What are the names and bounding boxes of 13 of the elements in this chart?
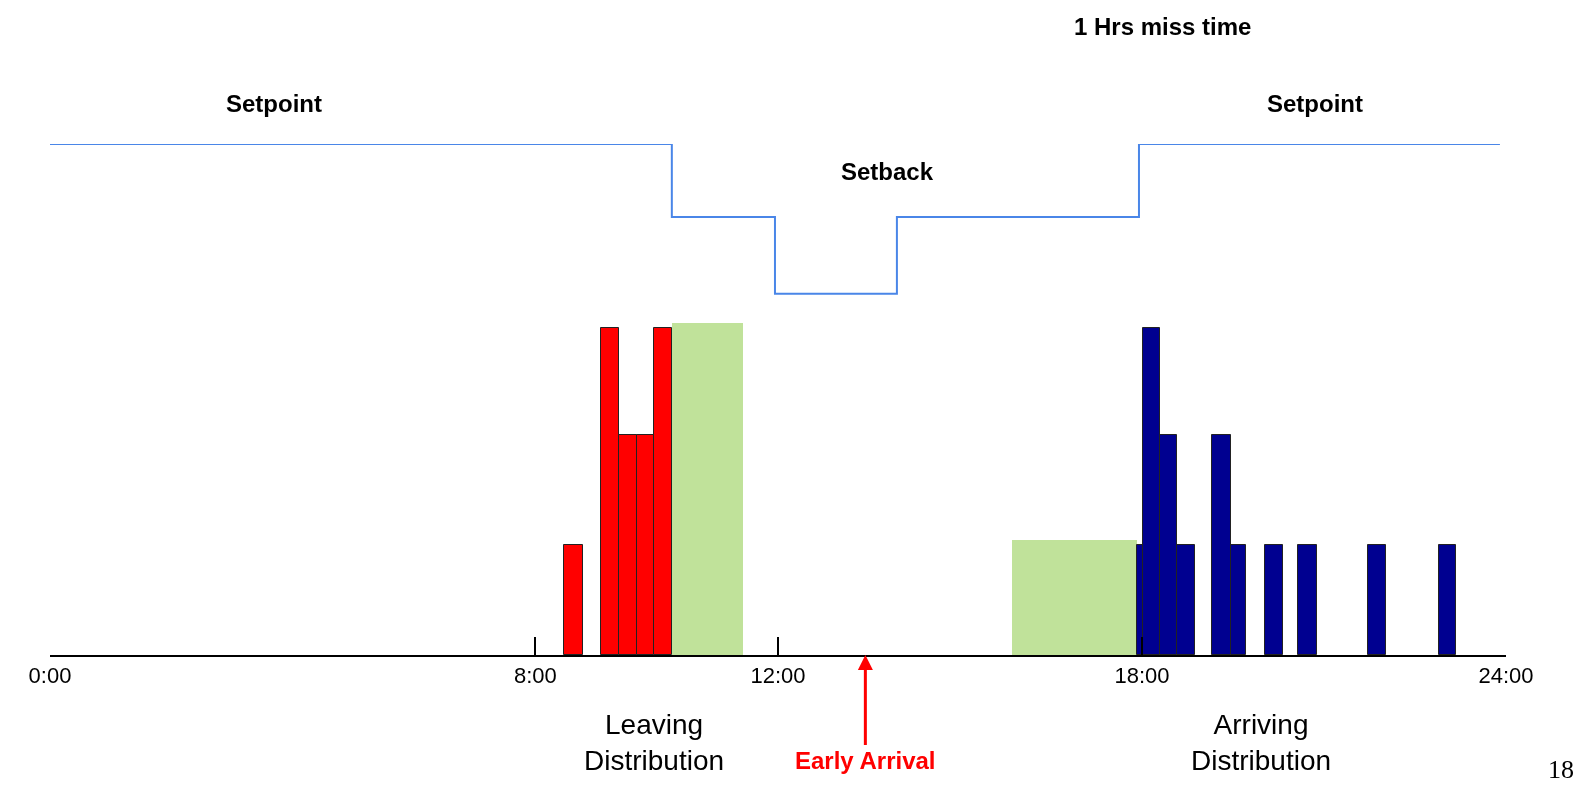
x-tick-label: 8:00	[513, 663, 557, 689]
x-tick-label: 24:00	[1478, 663, 1534, 689]
text: Leaving Distribution	[584, 709, 725, 777]
x-tick-label: 18:00	[1114, 663, 1170, 689]
text: Early Arrival	[795, 747, 936, 774]
text: Setpoint	[226, 90, 322, 117]
x-tick-label: 12:00	[750, 663, 806, 689]
text: Setpoint	[1267, 90, 1363, 117]
annotation: Setback	[841, 158, 934, 185]
text: 1 Hrs miss time	[1074, 13, 1252, 40]
text: 18	[1548, 755, 1574, 784]
text: Arriving Distribution	[1191, 709, 1332, 777]
x-tick-label: 0:00	[28, 663, 72, 689]
